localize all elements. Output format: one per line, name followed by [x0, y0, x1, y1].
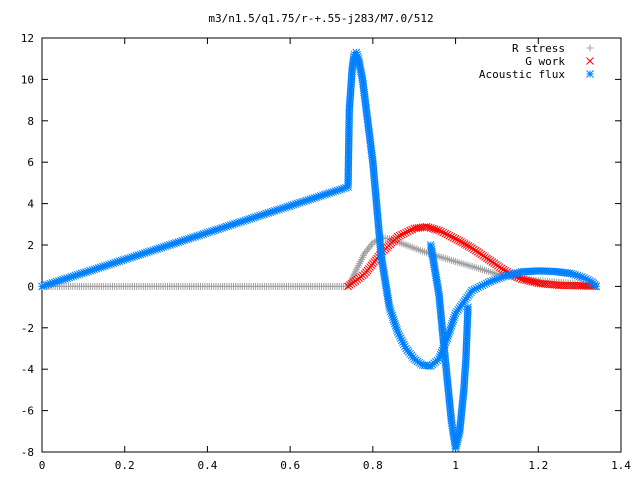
y-tick-label: 8 [27, 115, 34, 128]
legend-label: Acoustic flux [479, 68, 565, 81]
data-point [459, 239, 467, 247]
data-point [424, 223, 433, 232]
legend-label: R stress [512, 42, 565, 55]
data-point [431, 225, 439, 234]
y-tick-label: -6 [21, 405, 34, 418]
data-point [443, 230, 452, 239]
data-point [400, 229, 408, 238]
y-tick-label: 6 [27, 156, 34, 169]
data-point [592, 282, 601, 291]
data-point [428, 224, 437, 233]
data-point [393, 232, 402, 241]
data-point [445, 231, 454, 240]
x-tick-label: 0.6 [280, 459, 300, 472]
data-point [435, 226, 443, 235]
y-tick-label: 10 [21, 73, 34, 86]
y-tick-label: 12 [21, 32, 34, 45]
y-tick-label: 4 [27, 198, 34, 211]
y-tick-label: -4 [21, 363, 35, 376]
legend-marker [586, 44, 594, 52]
data-point [464, 242, 473, 250]
data-point [466, 243, 475, 251]
data-point [408, 225, 416, 234]
plot-frame [41, 37, 622, 453]
x-tick-label: 1 [452, 459, 459, 472]
data-point [367, 241, 375, 249]
data-point [453, 235, 462, 244]
data-point [404, 227, 412, 236]
series-layer [38, 48, 601, 452]
data-point [406, 226, 414, 235]
data-point [426, 224, 435, 232]
legend-marker [586, 57, 594, 65]
data-point [433, 226, 441, 234]
data-point [447, 232, 456, 241]
data-point [402, 228, 410, 237]
y-axis: 12 10 8 6 4 2 0 -2 -4 -6 -8 [21, 32, 621, 459]
data-point [449, 233, 458, 242]
x-tick-label: 0.8 [363, 459, 383, 472]
x-tick-label: 0 [39, 459, 46, 472]
data-point [395, 231, 404, 240]
data-point [437, 227, 445, 236]
data-point [460, 240, 469, 248]
x-tick-label: 0.4 [197, 459, 217, 472]
data-point [397, 230, 406, 239]
data-point [441, 229, 450, 238]
legend-marker [586, 70, 594, 78]
data-point [462, 241, 471, 249]
legend-label: G work [525, 55, 565, 68]
y-tick-label: 2 [27, 239, 34, 252]
y-tick-label: 0 [27, 280, 34, 293]
data-point [455, 237, 464, 245]
data-point [439, 228, 448, 237]
series-g-work [344, 222, 601, 291]
x-tick-label: 1.4 [611, 459, 631, 472]
x-tick-label: 1.2 [528, 459, 548, 472]
data-point [457, 238, 465, 246]
series-acoustic-flux-dip [426, 241, 472, 452]
data-point [422, 222, 431, 231]
series-r-stress [38, 234, 600, 290]
series-acoustic-flux [38, 48, 601, 370]
data-point [464, 303, 472, 311]
plot-border [41, 37, 622, 453]
x-tick-label: 0.2 [115, 459, 135, 472]
chart-title: m3/n1.5/q1.75/r-+.55-j283/M7.0/512 [208, 12, 433, 25]
y-tick-label: -2 [21, 322, 34, 335]
x-axis: 0 0.2 0.4 0.6 0.8 1 1.2 1.4 [39, 38, 631, 472]
data-point [451, 234, 460, 243]
y-tick-label: -8 [21, 446, 34, 459]
